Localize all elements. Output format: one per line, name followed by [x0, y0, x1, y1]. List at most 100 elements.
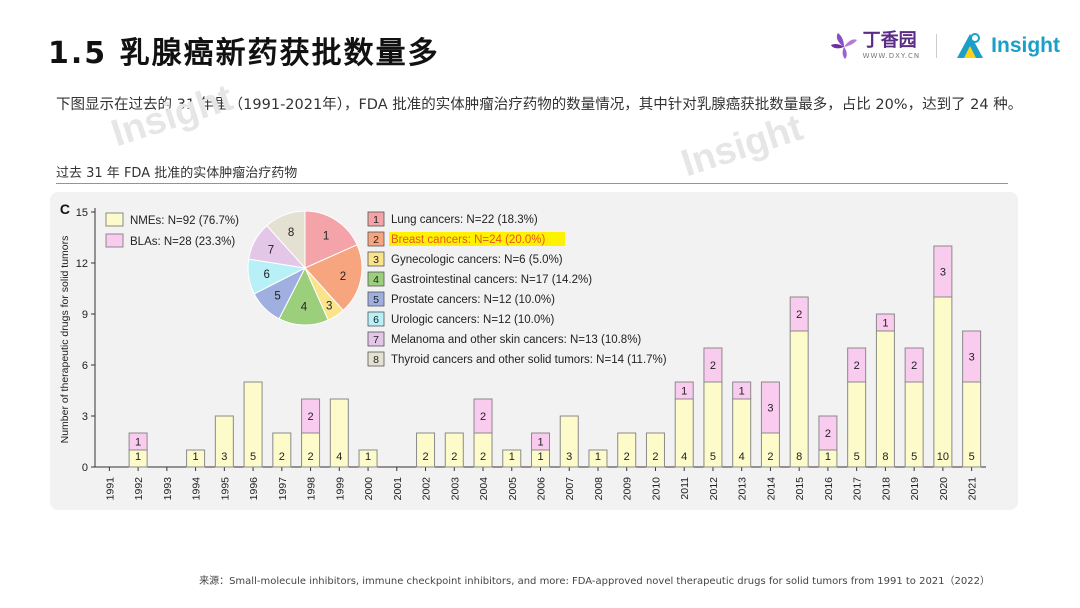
x-tick-label: 1998: [306, 477, 318, 501]
bar-nme: [329, 398, 349, 468]
pie-slice: [266, 210, 306, 270]
pie-legend-num: 3: [373, 254, 379, 266]
bar-bla-label: 1: [135, 437, 141, 449]
bar-nme: [214, 415, 234, 468]
x-tick-label: 2018: [880, 477, 892, 501]
x-tick-label: 1994: [191, 477, 203, 501]
x-tick-label: 1995: [219, 477, 231, 501]
bar-nme-label: 1: [193, 451, 199, 463]
bar-bla-label: 2: [308, 411, 314, 423]
x-tick-label: 2011: [679, 477, 691, 500]
x-tick-label: 2009: [622, 477, 634, 501]
bar-bla-label: 3: [969, 352, 975, 364]
pie-legend-num: 6: [373, 314, 379, 326]
pie-slice: [304, 210, 358, 269]
legend-label: BLAs: N=28 (23.3%): [130, 236, 235, 248]
pie-legend-swatch: [367, 251, 385, 267]
bar-bla: [875, 313, 895, 332]
x-tick-label: 2010: [650, 477, 662, 501]
panel-label: C: [60, 201, 70, 217]
x-tick-label: 2013: [737, 477, 749, 501]
pie-legend-swatch: [367, 311, 385, 327]
pie-legend-swatch: [367, 291, 385, 307]
pie-legend-num: 8: [373, 354, 379, 366]
pie-legend-label: Prostate cancers: N=12 (10.0%): [391, 294, 555, 306]
bar-nme-label: 5: [710, 451, 716, 463]
pie-slice: [278, 266, 329, 326]
bar-bla-label: 1: [681, 386, 687, 398]
bar-nme-label: 5: [854, 451, 860, 463]
bar-nme-label: 2: [652, 451, 658, 463]
bar-bla-label: 1: [882, 318, 888, 330]
bar-nme-label: 2: [624, 451, 630, 463]
bar-bla: [531, 432, 550, 451]
y-tick-label: 0: [82, 462, 88, 474]
pie-legend-swatch: [367, 351, 385, 367]
bar-bla: [674, 381, 694, 400]
dxy-logo: 丁香园 WWW.DXY.CN: [829, 31, 921, 61]
bar-nme: [559, 415, 579, 468]
x-tick-label: 2019: [909, 477, 921, 501]
x-tick-label: 2021: [967, 477, 979, 501]
bar-nme-label: 8: [796, 451, 802, 463]
bar-bla-label: 2: [825, 428, 831, 440]
bar-nme-label: 3: [566, 451, 572, 463]
x-tick-label: 2000: [363, 477, 375, 501]
bar-bla-label: 2: [796, 309, 802, 321]
description-text: 下图显示在过去的 31 年里（1991-2021年），FDA 批准的实体肿瘤治疗…: [56, 97, 1023, 113]
x-tick-label: 1992: [133, 477, 145, 501]
bar-nme-label: 5: [911, 451, 917, 463]
pie-legend-num: 4: [373, 274, 379, 286]
x-tick-label: 1997: [277, 477, 289, 501]
bar-nme-label: 1: [135, 451, 141, 463]
bar-nme-label: 1: [825, 451, 831, 463]
x-tick-label: 2015: [794, 477, 806, 501]
insight-logo: Insight: [953, 30, 1060, 62]
pie-legend-highlight: [389, 232, 565, 246]
bar-nme-label: 2: [422, 451, 428, 463]
bar-nme-label: 4: [681, 451, 687, 463]
legend-label: NMEs: N=92 (76.7%): [130, 215, 239, 227]
x-tick-label: 2016: [823, 477, 835, 501]
bar-nme-label: 1: [509, 451, 515, 463]
bar-bla: [473, 398, 493, 434]
pie-slice-label: 8: [288, 227, 294, 239]
bar-bla: [732, 381, 752, 400]
bar-nme: [617, 432, 637, 468]
bar-bla: [962, 330, 982, 383]
bar-nme-label: 4: [336, 451, 342, 463]
pie-slice-label: 3: [326, 300, 332, 312]
bar-bla: [818, 415, 838, 451]
subtitle-underline: [56, 183, 1008, 184]
x-tick-label: 2007: [564, 477, 576, 501]
pie-legend-num: 1: [373, 214, 379, 226]
pie-legend-swatch: [367, 331, 385, 347]
dxy-logo-name: 丁香园: [862, 30, 917, 51]
bar-bla-label: 1: [739, 386, 745, 398]
x-tick-label: 2003: [449, 477, 461, 501]
pie-slice-label: 6: [264, 269, 270, 281]
bar-bla-label: 2: [710, 360, 716, 372]
bar-nme-label: 4: [739, 451, 745, 463]
dxy-logo-url: WWW.DXY.CN: [862, 52, 921, 60]
pie-legend-label: Breast cancers: N=24 (20.0%): [391, 234, 546, 246]
bar-nme: [933, 296, 953, 468]
bar-bla: [933, 245, 953, 298]
pie-legend-num: 2: [373, 234, 379, 246]
logo-divider: [936, 34, 938, 58]
bar-nme-label: 2: [767, 451, 773, 463]
bar-nme: [272, 432, 292, 468]
bar-bla: [789, 296, 809, 332]
bar-nme-label: 3: [221, 451, 227, 463]
source-note: 来源：Small-molecule inhibitors, immune che…: [199, 576, 990, 587]
bar-nme-label: 2: [308, 451, 314, 463]
x-tick-label: 1996: [248, 477, 260, 501]
pie-legend-swatch: [367, 271, 385, 287]
pie-legend-label: Thyroid cancers and other solid tumors: …: [391, 354, 667, 366]
bar-nme: [186, 449, 206, 468]
pie-slice-label: 4: [301, 302, 308, 314]
legend-swatch: [105, 233, 124, 248]
bar-nme: [789, 330, 809, 468]
bar-nme: [588, 449, 608, 468]
